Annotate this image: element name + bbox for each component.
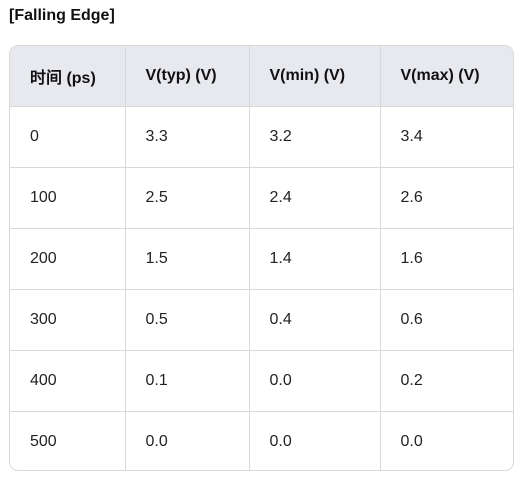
data-table: 时间 (ps) V(typ) (V) V(min) (V) V(max) (V)…: [10, 46, 513, 470]
cell-time: 500: [10, 411, 126, 470]
cell-v-typ: 0.0: [125, 411, 250, 470]
cell-v-typ: 0.5: [125, 289, 250, 351]
table-row: 200 1.5 1.4 1.6: [10, 228, 513, 290]
cell-v-max: 0.2: [380, 350, 513, 412]
falling-edge-table: 时间 (ps) V(typ) (V) V(min) (V) V(max) (V)…: [9, 45, 514, 471]
cell-v-max: 2.6: [380, 167, 513, 229]
table-row: 500 0.0 0.0 0.0: [10, 411, 513, 470]
table-row: 400 0.1 0.0 0.2: [10, 350, 513, 412]
cell-v-max: 0.6: [380, 289, 513, 351]
cell-time: 400: [10, 350, 126, 412]
table-header-row: 时间 (ps) V(typ) (V) V(min) (V) V(max) (V): [10, 46, 513, 107]
column-header-v-min: V(min) (V): [249, 46, 381, 107]
cell-v-min: 0.4: [249, 289, 381, 351]
cell-time: 0: [10, 106, 126, 168]
cell-v-typ: 3.3: [125, 106, 250, 168]
cell-v-typ: 1.5: [125, 228, 250, 290]
table-row: 0 3.3 3.2 3.4: [10, 106, 513, 168]
cell-v-typ: 0.1: [125, 350, 250, 412]
cell-v-min: 3.2: [249, 106, 381, 168]
cell-time: 100: [10, 167, 126, 229]
section-title: [Falling Edge]: [9, 7, 115, 24]
table-row: 300 0.5 0.4 0.6: [10, 289, 513, 351]
cell-time: 200: [10, 228, 126, 290]
cell-time: 300: [10, 289, 126, 351]
cell-v-min: 0.0: [249, 411, 381, 470]
cell-v-max: 3.4: [380, 106, 513, 168]
column-header-v-max: V(max) (V): [380, 46, 513, 107]
column-header-v-typ: V(typ) (V): [125, 46, 250, 107]
cell-v-typ: 2.5: [125, 167, 250, 229]
cell-v-min: 0.0: [249, 350, 381, 412]
cell-v-max: 0.0: [400, 433, 423, 450]
cell-v-min: 1.4: [249, 228, 381, 290]
cell-v-min: 2.4: [249, 167, 381, 229]
cell-v-max: 1.6: [380, 228, 513, 290]
table-row: 100 2.5 2.4 2.6: [10, 167, 513, 229]
column-header-time: 时间 (ps): [10, 46, 126, 107]
